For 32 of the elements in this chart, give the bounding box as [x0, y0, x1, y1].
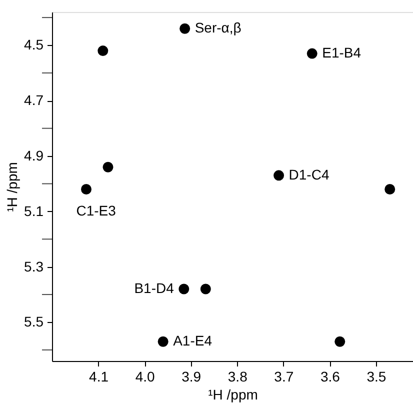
point — [180, 23, 190, 34]
x-tick-label: 3.6 — [320, 368, 340, 384]
annotation: A1-E4 — [173, 332, 212, 349]
point — [178, 284, 190, 294]
y-tick-label: 4.9 — [24, 148, 44, 164]
x-tick-label: 4.1 — [89, 368, 109, 384]
y-tick-label: 5.3 — [24, 258, 44, 274]
y-tick-label: 4.7 — [24, 92, 44, 108]
point — [334, 336, 346, 347]
annotation: Ser-α,β — [194, 20, 242, 36]
x-tick-label: 3.7 — [274, 368, 294, 384]
point — [274, 170, 284, 181]
x-tick-label: 4.0 — [135, 368, 156, 384]
y-tick-label: 4.5 — [24, 36, 44, 53]
point — [200, 284, 211, 294]
point — [384, 184, 396, 195]
point — [158, 336, 168, 347]
point — [102, 162, 114, 172]
x-axis-title: ¹H /ppm — [208, 386, 258, 402]
y-tick-label: 5.5 — [24, 314, 44, 330]
annotation: D1-C4 — [288, 166, 330, 182]
y-tick-label: 5.1 — [24, 202, 44, 219]
x-tick-label: 3.5 — [366, 368, 386, 384]
annotation: B1-D4 — [134, 280, 174, 296]
x-tick-label: 3.9 — [182, 368, 202, 384]
x-tick-label: 3.8 — [228, 368, 248, 384]
point — [306, 48, 318, 59]
annotation: E1-B4 — [322, 44, 362, 61]
point — [98, 46, 108, 56]
point — [81, 184, 92, 195]
annotation: C1-E3 — [76, 202, 116, 218]
y-axis-title: ¹H /ppm — [4, 162, 20, 212]
